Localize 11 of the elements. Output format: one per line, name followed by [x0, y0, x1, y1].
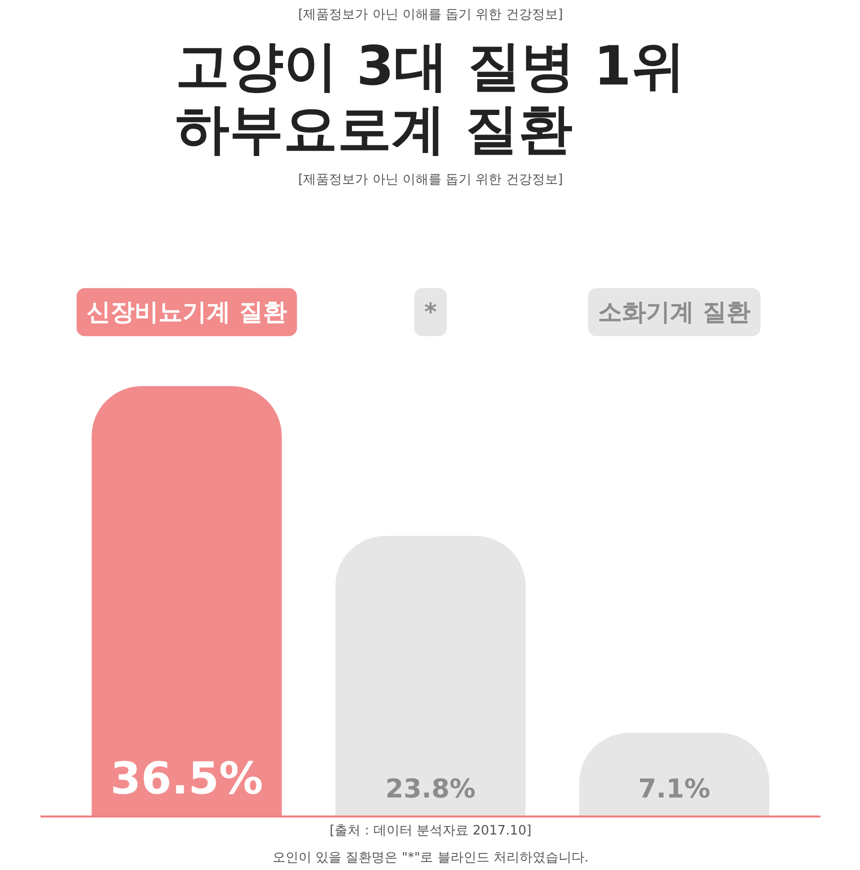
data-label: 23.8%: [385, 774, 476, 804]
x-tick-label: *: [424, 298, 438, 326]
data-label: 7.1%: [638, 774, 710, 804]
text: 오인이 있을 질환명은 "*"로 블라인드 처리하였습니다.: [272, 850, 589, 866]
x-tick-label: 소화기계 질환: [598, 298, 750, 326]
data-label: 36.5%: [110, 754, 264, 804]
chart-subtitle: [제품정보가 아닌 이해를 돕기 위한 건강정보]: [298, 8, 563, 22]
text: [출처 : 데이터 분석자료 2017.10]: [330, 824, 532, 838]
text: [제품정보가 아닌 이해를 돕기 위한 건강정보]: [298, 172, 563, 188]
x-tick-label: 신장비뇨기계 질환: [86, 298, 287, 326]
chart-title: 고양이 3대 질병 1위 하부요로계 질환: [176, 34, 686, 160]
